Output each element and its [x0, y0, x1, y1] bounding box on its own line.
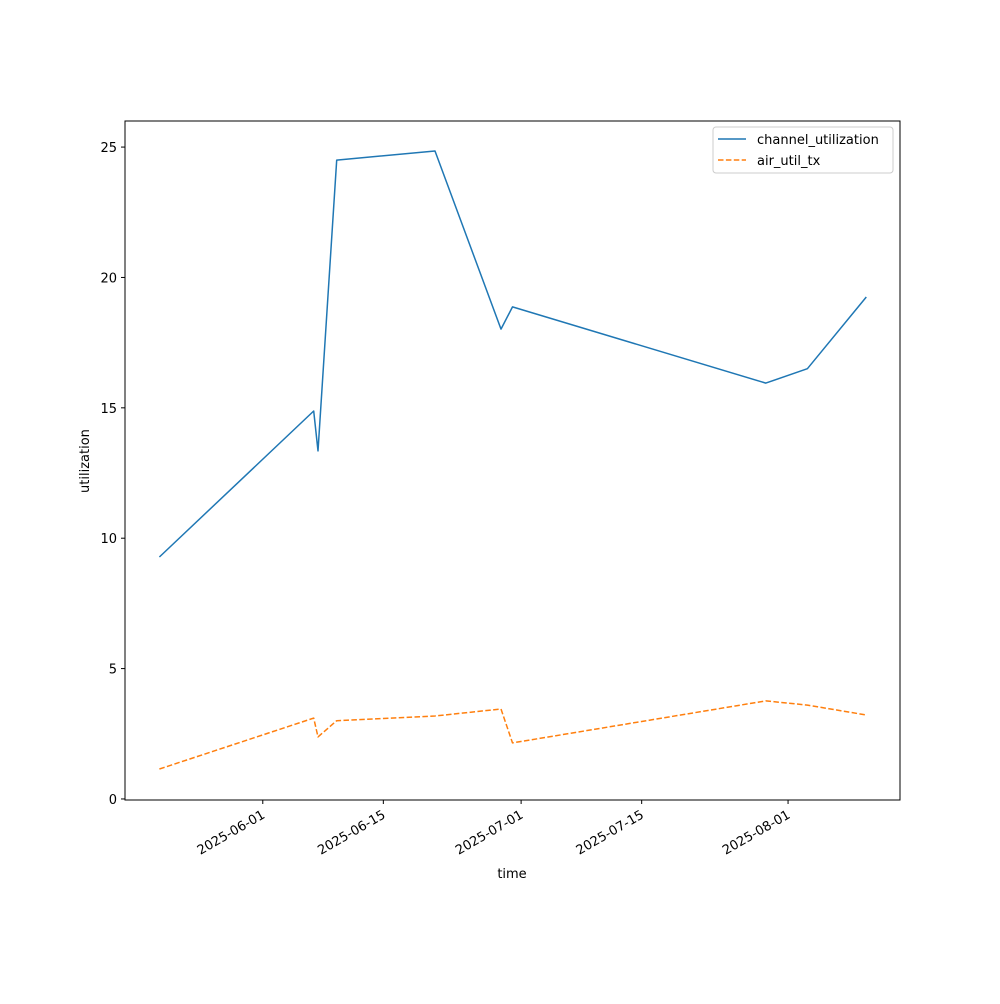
legend: channel_utilization air_util_tx: [713, 127, 893, 173]
y-tick-label: 5: [109, 663, 117, 678]
y-tick-label: 20: [100, 271, 117, 286]
x-axis-label: time: [497, 867, 526, 882]
y-tick-label: 0: [109, 793, 117, 808]
x-tick-label: 2025-07-01: [453, 808, 526, 859]
y-tick-label: 15: [100, 402, 117, 417]
legend-label: channel_utilization: [757, 133, 879, 148]
y-axis-label: utilization: [78, 429, 93, 493]
x-axis-ticks: 2025-06-01 2025-06-15 2025-07-01 2025-07-15…: [195, 800, 793, 858]
legend-label: air_util_tx: [757, 154, 821, 169]
x-tick-label: 2025-07-15: [574, 808, 647, 859]
y-tick-label: 25: [100, 141, 117, 156]
y-tick-label: 10: [100, 532, 117, 547]
x-tick-label: 2025-06-01: [195, 808, 268, 859]
x-tick-label: 2025-06-15: [315, 808, 388, 859]
y-axis-ticks: 0 5 10 15 20 25: [100, 141, 125, 808]
x-tick-label: 2025-08-01: [720, 808, 793, 859]
plot-area: [125, 121, 900, 800]
